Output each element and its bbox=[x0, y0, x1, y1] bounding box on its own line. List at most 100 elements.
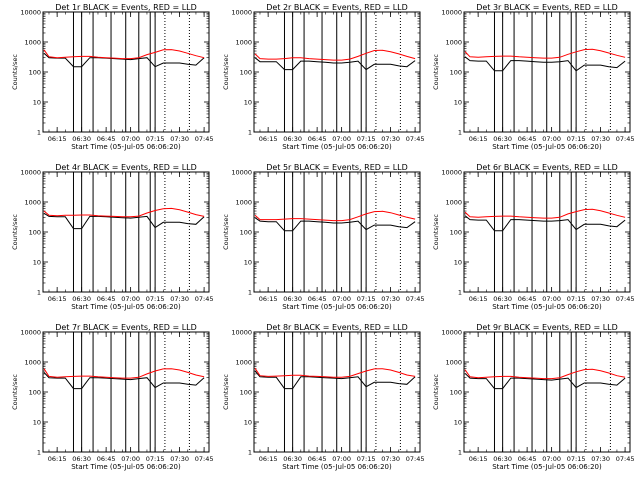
x-axis-label: Start Time (05-Jul-05 06:06:20) bbox=[282, 143, 392, 151]
y-tick-label: 1 bbox=[37, 129, 41, 137]
events-series-line bbox=[43, 212, 205, 230]
lld-series-line bbox=[43, 368, 205, 379]
x-tick-label: 07:45 bbox=[195, 295, 214, 303]
y-tick-label: 1000 bbox=[24, 359, 41, 367]
y-tick-label: 1000 bbox=[445, 199, 462, 207]
events-series-line bbox=[464, 56, 626, 72]
lld-series-line bbox=[254, 367, 416, 378]
x-tick-label: 06:30 bbox=[283, 135, 302, 143]
x-tick-label: 06:30 bbox=[72, 135, 91, 143]
y-tick-label: 1000 bbox=[445, 39, 462, 47]
y-tick-label: 100 bbox=[29, 229, 41, 237]
lld-series-line bbox=[254, 49, 416, 61]
x-tick-label: 06:15 bbox=[259, 135, 278, 143]
x-tick-label: 07:00 bbox=[121, 455, 140, 463]
plot-title: Det 5r BLACK = Events, RED = LLD bbox=[266, 163, 408, 172]
plot-panel-9: Det 9r BLACK = Events, RED = LLD 1 10 100 10… bbox=[432, 323, 634, 471]
plot-title: Det 6r BLACK = Events, RED = LLD bbox=[476, 163, 618, 172]
x-tick-label: 07:15 bbox=[357, 135, 376, 143]
y-tick-label: 100 bbox=[450, 229, 462, 237]
x-axis-label: Start Time (05-Jul-05 06:06:20) bbox=[71, 303, 181, 311]
x-tick-label: 07:00 bbox=[542, 135, 561, 143]
x-tick-label: 06:30 bbox=[493, 295, 512, 303]
x-tick-label: 06:30 bbox=[493, 455, 512, 463]
y-tick-label: 1 bbox=[458, 289, 462, 297]
plot-panel-3: Det 3r BLACK = Events, RED = LLD 1 10 100 10… bbox=[432, 3, 634, 151]
x-tick-label: 07:00 bbox=[121, 295, 140, 303]
x-tick-label: 06:30 bbox=[493, 135, 512, 143]
x-tick-label: 07:45 bbox=[616, 455, 635, 463]
x-tick-label: 06:45 bbox=[308, 295, 327, 303]
y-tick-label: 10000 bbox=[20, 169, 41, 177]
x-tick-label: 07:30 bbox=[591, 455, 610, 463]
x-axis-label: Start Time (05-Jul-05 06:06:20) bbox=[492, 463, 602, 471]
y-tick-label: 100 bbox=[450, 69, 462, 77]
x-tick-label: 06:30 bbox=[283, 295, 302, 303]
x-tick-label: 06:45 bbox=[97, 135, 116, 143]
x-tick-label: 06:45 bbox=[308, 135, 327, 143]
y-axis-label: Counts/sec bbox=[432, 54, 440, 90]
x-tick-label: 06:45 bbox=[97, 455, 116, 463]
x-tick-label: 07:15 bbox=[567, 455, 586, 463]
y-tick-label: 1000 bbox=[235, 359, 252, 367]
y-tick-label: 10 bbox=[244, 259, 252, 267]
y-tick-label: 100 bbox=[29, 389, 41, 397]
x-tick-label: 06:45 bbox=[518, 295, 537, 303]
lld-series-line bbox=[464, 48, 626, 59]
y-tick-label: 100 bbox=[29, 69, 41, 77]
x-tick-label: 07:30 bbox=[591, 295, 610, 303]
y-axis-label: Counts/sec bbox=[11, 214, 19, 250]
x-tick-label: 07:00 bbox=[121, 135, 140, 143]
plot-title: Det 9r BLACK = Events, RED = LLD bbox=[476, 323, 618, 332]
x-axis-label: Start Time (05-Jul-05 06:06:20) bbox=[282, 303, 392, 311]
events-series-line bbox=[43, 372, 205, 390]
plot-title: Det 1r BLACK = Events, RED = LLD bbox=[55, 3, 197, 12]
x-tick-label: 06:30 bbox=[283, 455, 302, 463]
y-axis-label: Counts/sec bbox=[432, 214, 440, 250]
events-series-line bbox=[464, 215, 626, 232]
x-tick-label: 07:30 bbox=[381, 135, 400, 143]
plot-panel-7: Det 7r BLACK = Events, RED = LLD 1 10 100 10… bbox=[11, 323, 213, 471]
x-tick-label: 06:45 bbox=[518, 135, 537, 143]
events-series-line bbox=[43, 52, 205, 68]
plot-title: Det 7r BLACK = Events, RED = LLD bbox=[55, 323, 197, 332]
y-tick-label: 1000 bbox=[235, 199, 252, 207]
plot-panel-5: Det 5r BLACK = Events, RED = LLD 1 10 100 10… bbox=[222, 163, 424, 311]
x-axis-label: Start Time (05-Jul-05 06:06:20) bbox=[492, 303, 602, 311]
y-tick-label: 10 bbox=[244, 99, 252, 107]
y-tick-label: 100 bbox=[450, 389, 462, 397]
y-tick-label: 100 bbox=[240, 389, 252, 397]
y-tick-label: 1 bbox=[248, 449, 252, 457]
x-tick-label: 07:45 bbox=[406, 455, 425, 463]
x-tick-label: 07:15 bbox=[146, 135, 165, 143]
x-tick-label: 06:15 bbox=[469, 295, 488, 303]
x-tick-label: 06:15 bbox=[469, 455, 488, 463]
x-tick-label: 07:30 bbox=[591, 135, 610, 143]
x-tick-label: 07:30 bbox=[170, 135, 189, 143]
x-tick-label: 07:00 bbox=[332, 455, 351, 463]
x-tick-label: 06:15 bbox=[259, 455, 278, 463]
plot-title: Det 3r BLACK = Events, RED = LLD bbox=[476, 3, 618, 12]
x-axis-label: Start Time (05-Jul-05 06:06:20) bbox=[492, 143, 602, 151]
lld-series-line bbox=[254, 210, 416, 222]
x-tick-label: 06:15 bbox=[48, 135, 67, 143]
y-tick-label: 100 bbox=[240, 229, 252, 237]
y-tick-label: 1000 bbox=[235, 39, 252, 47]
plot-title: Det 8r BLACK = Events, RED = LLD bbox=[266, 323, 408, 332]
y-tick-label: 10000 bbox=[441, 329, 462, 337]
plot-panel-1: Det 1r BLACK = Events, RED = LLD 1 10 100 10… bbox=[11, 3, 213, 151]
y-tick-label: 1 bbox=[458, 449, 462, 457]
y-tick-label: 100 bbox=[240, 69, 252, 77]
x-tick-label: 07:30 bbox=[381, 455, 400, 463]
y-tick-label: 10 bbox=[33, 419, 41, 427]
x-tick-label: 07:45 bbox=[406, 295, 425, 303]
x-tick-label: 06:45 bbox=[97, 295, 116, 303]
y-axis-label: Counts/sec bbox=[222, 374, 230, 410]
y-tick-label: 10 bbox=[244, 419, 252, 427]
y-tick-label: 10 bbox=[33, 99, 41, 107]
y-tick-label: 1000 bbox=[24, 199, 41, 207]
lld-series-line bbox=[464, 208, 626, 219]
x-tick-label: 07:00 bbox=[332, 295, 351, 303]
y-tick-label: 1 bbox=[37, 289, 41, 297]
plot-title: Det 4r BLACK = Events, RED = LLD bbox=[55, 163, 197, 172]
